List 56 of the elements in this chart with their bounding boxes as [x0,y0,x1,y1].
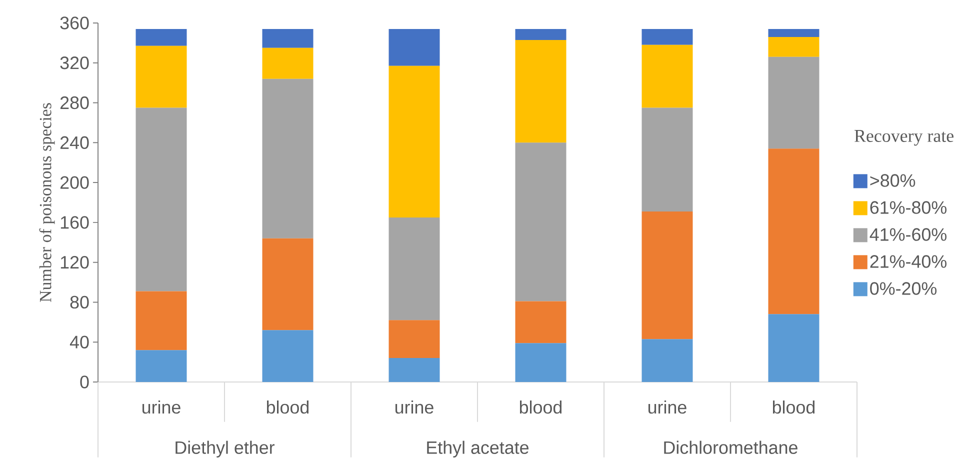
text: Ethyl acetate [427,440,529,458]
bar [388,358,440,382]
legend-label: 21%-40% [870,255,946,268]
bar [768,314,820,382]
bar [768,56,820,149]
bar [768,148,820,314]
bar [515,301,566,344]
bar [136,29,187,46]
bar [388,218,440,320]
bar [136,108,187,292]
y-tick-label: 240 [60,136,89,150]
bar [642,339,693,382]
bar [642,45,693,108]
x-tick-label: urine [142,400,180,414]
bar [768,29,820,38]
legend-label: 0%-20% [870,282,937,295]
bar [262,238,314,330]
legend-label: 41%-60% [870,228,946,241]
text: Dichloromethane [664,440,798,454]
y-tick-label: 320 [60,56,89,70]
bar [262,48,314,79]
x-tick-label: urine [395,400,434,414]
y-tick-label: 360 [60,16,89,30]
legend-label: >80% [870,174,916,187]
y-tick-label: 40 [70,336,89,349]
y-tick-label: 0 [80,376,89,388]
bar [262,29,314,48]
bar [768,37,820,57]
bar [515,29,566,40]
bar [262,330,314,382]
bar [136,46,187,108]
y-tick-label: 120 [60,256,89,269]
y-tick-label: 280 [60,96,89,110]
bar [388,29,440,66]
bar [262,78,314,238]
bar [515,40,566,143]
x-tick-label: blood [266,400,309,414]
bar [642,212,693,340]
bar [642,29,693,46]
x-tick-label: blood [772,400,815,414]
bar [515,343,566,382]
bar [388,66,440,218]
y-axis-title: Number of poisonous species [39,103,55,302]
bar [642,108,693,212]
x-tick-label: blood [520,400,562,414]
y-tick-label: 200 [60,176,89,189]
bar [515,142,566,302]
legend-title: Recovery rate [854,130,954,146]
bar [388,320,440,358]
x-tick-label: urine [648,400,686,414]
y-tick-label: 80 [70,296,89,309]
text: Diethyl ether [176,440,275,458]
y-tick-label: 160 [60,216,89,229]
legend-label: 61%-80% [870,201,946,214]
bar [136,350,187,382]
bar [136,291,187,350]
